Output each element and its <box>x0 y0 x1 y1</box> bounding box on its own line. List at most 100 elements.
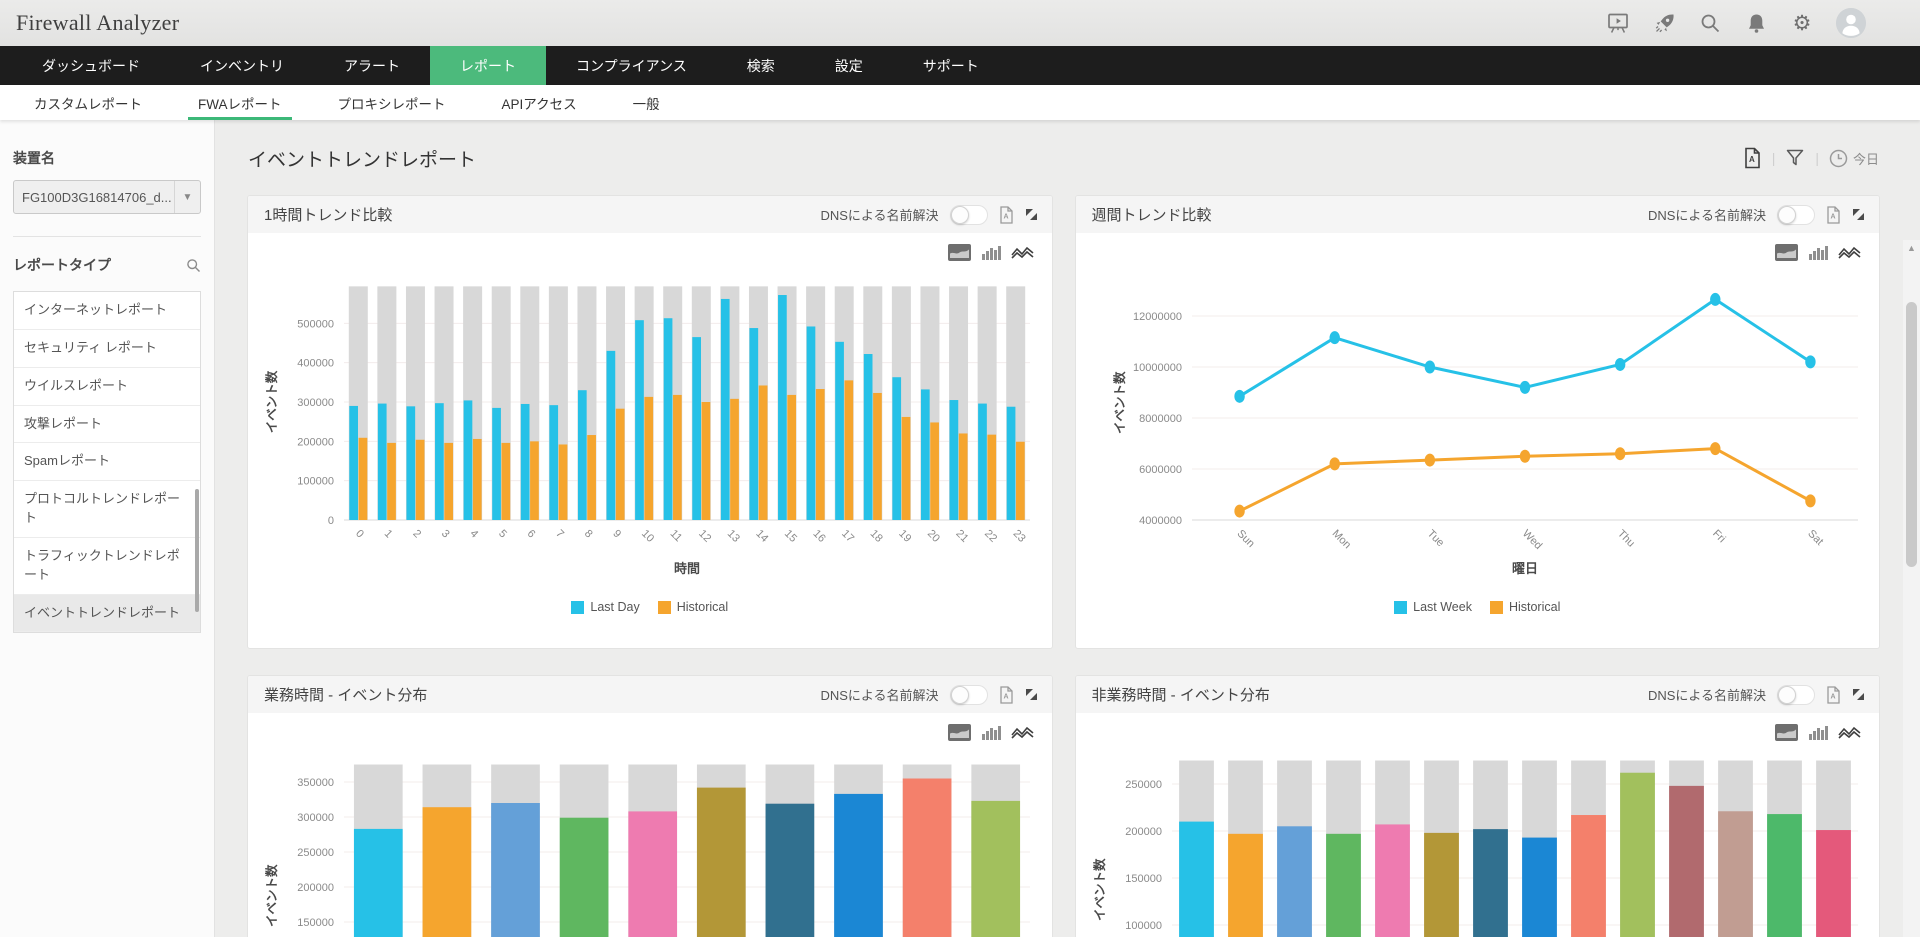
page-title: イベントトレンドレポート <box>248 149 477 171</box>
svg-text:300000: 300000 <box>297 397 334 409</box>
export-pdf-icon[interactable]: A <box>1743 147 1762 169</box>
area-chart-icon[interactable] <box>947 724 971 741</box>
period-selector[interactable]: 今日 <box>1829 149 1879 168</box>
svg-text:0: 0 <box>353 528 366 541</box>
svg-text:19: 19 <box>896 528 913 545</box>
sidebar-item-attack-report[interactable]: 攻撃レポート <box>14 406 200 444</box>
search-icon[interactable] <box>1698 11 1722 35</box>
weekly-trend-chart: 4000000 6000000 8000000 10000000 12000000 Sun… <box>1076 265 1880 592</box>
scroll-up-arrow[interactable]: ▲ <box>1907 243 1916 253</box>
nav-tab-support[interactable]: サポート <box>922 57 979 74</box>
nav-tab-reports[interactable]: レポート <box>430 46 546 85</box>
area-chart-icon[interactable] <box>947 244 971 261</box>
sidebar-item-security-report[interactable]: セキュリティ レポート <box>14 330 200 368</box>
bar-chart-icon[interactable] <box>981 244 1001 261</box>
subnav-tab-general[interactable]: 一般 <box>632 96 660 112</box>
svg-text:9: 9 <box>610 528 623 541</box>
svg-text:6: 6 <box>525 528 538 541</box>
page-scrollbar[interactable]: ▲ ▼ <box>1903 240 1920 937</box>
non-business-hours-chart: 100000 150000 200000 250000 イベント数 <box>1076 745 1880 937</box>
subnav-tab-api-access[interactable]: APIアクセス <box>501 96 577 112</box>
svg-text:7: 7 <box>553 528 566 541</box>
rocket-icon[interactable] <box>1652 11 1676 35</box>
area-chart-icon[interactable] <box>1775 244 1798 261</box>
nav-tab-compliance[interactable]: コンプライアンス <box>576 57 687 74</box>
report-type-search-icon[interactable] <box>186 258 201 273</box>
presentation-icon[interactable] <box>1606 11 1630 35</box>
list-scrollbar-thumb[interactable] <box>195 489 199 612</box>
line-chart-icon[interactable] <box>1838 724 1861 741</box>
dns-resolve-toggle[interactable] <box>949 684 988 705</box>
svg-text:1: 1 <box>382 528 395 541</box>
svg-text:300000: 300000 <box>297 812 334 824</box>
scrollbar-thumb[interactable] <box>1906 302 1917 567</box>
nav-tab-alerts[interactable]: アラート <box>344 57 400 74</box>
svg-text:22: 22 <box>982 528 999 545</box>
svg-text:Tue: Tue <box>1424 528 1446 550</box>
subnav-tab-custom-reports[interactable]: カスタムレポート <box>34 96 142 112</box>
nav-tab-settings[interactable]: 設定 <box>834 57 863 74</box>
svg-text:曜日: 曜日 <box>1511 561 1537 576</box>
dns-resolve-label: DNSによる名前解決 <box>1647 208 1766 223</box>
panel-title: 非業務時間 - イベント分布 <box>1091 687 1270 704</box>
sidebar-item-protocol-trend-report[interactable]: プロトコルトレンドレポート <box>14 481 200 538</box>
sidebar-item-internet-report[interactable]: インターネットレポート <box>14 292 200 330</box>
svg-text:6000000: 6000000 <box>1139 464 1182 476</box>
sidebar-item-event-trend-report[interactable]: イベントトレンドレポート <box>14 594 200 633</box>
sub-nav: カスタムレポート FWAレポート プロキシレポート APIアクセス 一般 <box>0 85 1920 120</box>
sidebar: 装置名 FG100D3G16814706_d... ▼ レポートタイプ インター… <box>0 120 215 937</box>
dns-resolve-toggle[interactable] <box>1777 684 1815 705</box>
sidebar-item-spam-report[interactable]: Spamレポート <box>14 443 200 482</box>
device-select[interactable]: FG100D3G16814706_d... ▼ <box>13 180 201 214</box>
expand-icon[interactable] <box>1852 208 1865 221</box>
expand-icon[interactable] <box>1852 688 1865 701</box>
svg-text:20: 20 <box>925 528 942 545</box>
filter-icon[interactable] <box>1785 148 1805 168</box>
panel-weekly-trend: 週間トレンド比較 DNSによる名前解決 A <box>1075 196 1880 648</box>
svg-text:A: A <box>1749 155 1755 164</box>
pdf-icon[interactable]: A <box>1826 205 1841 224</box>
svg-text:350000: 350000 <box>297 777 334 789</box>
expand-icon[interactable] <box>1025 208 1038 221</box>
svg-text:Thu: Thu <box>1615 528 1637 550</box>
subnav-tab-proxy-reports[interactable]: プロキシレポート <box>337 96 446 112</box>
line-chart-icon[interactable] <box>1010 724 1034 741</box>
dns-resolve-toggle[interactable] <box>1777 204 1815 225</box>
gear-icon[interactable]: ⚙ <box>1792 11 1812 35</box>
report-panels: 1時間トレンド比較 DNSによる名前解決 A <box>248 196 1879 937</box>
svg-text:12: 12 <box>696 528 713 545</box>
svg-text:150000: 150000 <box>1125 873 1162 885</box>
nav-tab-inventory[interactable]: インベントリ <box>200 57 284 74</box>
svg-text:Fri: Fri <box>1710 528 1728 546</box>
main-content: イベントトレンドレポート A | | 今日 1時間トレンド比 <box>215 120 1920 937</box>
panel-title: 週間トレンド比較 <box>1091 207 1212 224</box>
legend-swatch <box>657 600 671 614</box>
dns-resolve-label: DNSによる名前解決 <box>820 688 939 703</box>
subnav-tab-fwa-reports[interactable]: FWAレポート <box>170 85 310 120</box>
svg-text:8: 8 <box>582 528 595 541</box>
pdf-icon[interactable]: A <box>999 205 1014 224</box>
bar-chart-icon[interactable] <box>1808 244 1828 261</box>
svg-text:A: A <box>1003 213 1008 220</box>
sidebar-item-traffic-trend-report[interactable]: トラフィックトレンドレポート <box>14 538 200 595</box>
pdf-icon[interactable]: A <box>1826 685 1841 704</box>
line-chart-icon[interactable] <box>1838 244 1861 261</box>
avatar[interactable] <box>1836 8 1866 38</box>
bar-chart-icon[interactable] <box>1808 724 1828 741</box>
period-label: 今日 <box>1852 151 1879 167</box>
svg-text:イベント数: イベント数 <box>1112 371 1127 434</box>
svg-text:Mon: Mon <box>1329 528 1353 552</box>
nav-tab-search[interactable]: 検索 <box>746 57 775 74</box>
nav-tab-dashboard[interactable]: ダッシュボード <box>42 57 140 74</box>
bell-icon[interactable] <box>1744 11 1768 35</box>
line-chart-icon[interactable] <box>1010 244 1034 261</box>
pdf-icon[interactable]: A <box>999 685 1014 704</box>
dns-resolve-toggle[interactable] <box>949 204 988 225</box>
sidebar-item-virus-report[interactable]: ウイルスレポート <box>14 368 200 406</box>
expand-icon[interactable] <box>1025 688 1038 701</box>
svg-text:0: 0 <box>328 515 334 527</box>
area-chart-icon[interactable] <box>1775 724 1798 741</box>
report-type-label: レポートタイプ <box>13 255 201 275</box>
svg-text:3: 3 <box>439 528 452 541</box>
bar-chart-icon[interactable] <box>981 724 1001 741</box>
